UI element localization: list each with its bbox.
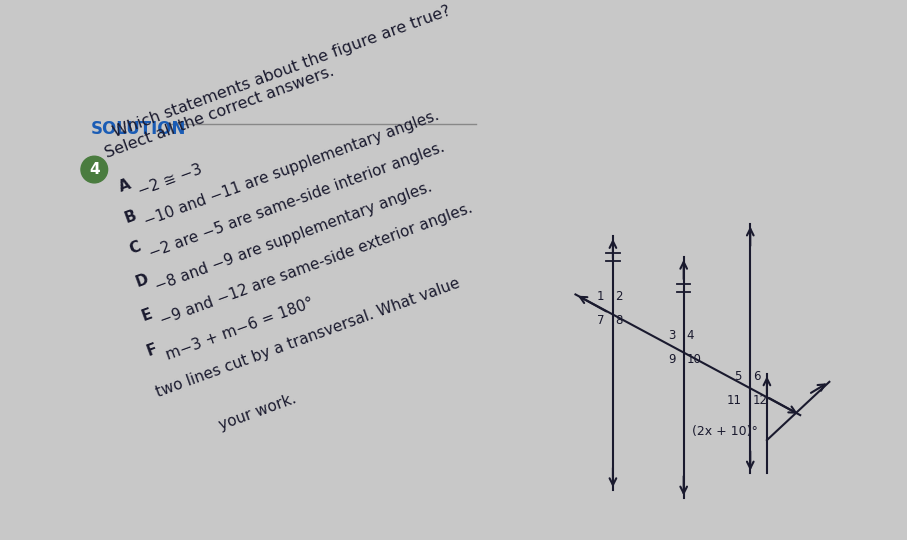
Text: 2: 2 [616,290,623,303]
Text: A: A [117,177,132,194]
Text: 6: 6 [753,370,760,383]
Text: 5: 5 [735,370,742,383]
Text: 4: 4 [687,329,694,342]
Text: B: B [122,207,139,225]
Text: two lines cut by a transversal. What value: two lines cut by a transversal. What val… [154,276,463,400]
Text: m−3 + m−6 = 180°: m−3 + m−6 = 180° [164,295,317,363]
Text: E: E [139,306,154,323]
Text: C: C [128,239,143,257]
Text: −10 and −11 are supplementary angles.: −10 and −11 are supplementary angles. [141,109,441,230]
Text: 4: 4 [89,162,100,177]
Text: 10: 10 [687,353,701,366]
Text: Select all the correct answers.: Select all the correct answers. [102,64,336,161]
Text: 8: 8 [616,314,623,327]
Text: −9 and −12 are same-side exterior angles.: −9 and −12 are same-side exterior angles… [158,200,475,328]
Text: your work.: your work. [217,392,298,434]
Text: 9: 9 [668,353,676,366]
Text: 11: 11 [727,394,742,407]
Text: −2 ≅ −3: −2 ≅ −3 [136,161,204,199]
Text: SOLUTION: SOLUTION [91,119,186,138]
Circle shape [81,156,108,183]
Text: F: F [145,341,160,359]
Text: 12: 12 [753,394,767,407]
Text: 3: 3 [668,329,676,342]
Text: −8 and −9 are supplementary angles.: −8 and −9 are supplementary angles. [152,180,434,294]
Text: (2x + 10)°: (2x + 10)° [692,426,758,438]
Text: 7: 7 [597,314,605,327]
Text: 1: 1 [597,290,605,303]
Text: D: D [133,272,151,291]
Text: −2 are −5 are same-side interior angles.: −2 are −5 are same-side interior angles. [147,140,446,261]
Text: Which statements about the figure are true?: Which statements about the figure are tr… [111,4,453,140]
